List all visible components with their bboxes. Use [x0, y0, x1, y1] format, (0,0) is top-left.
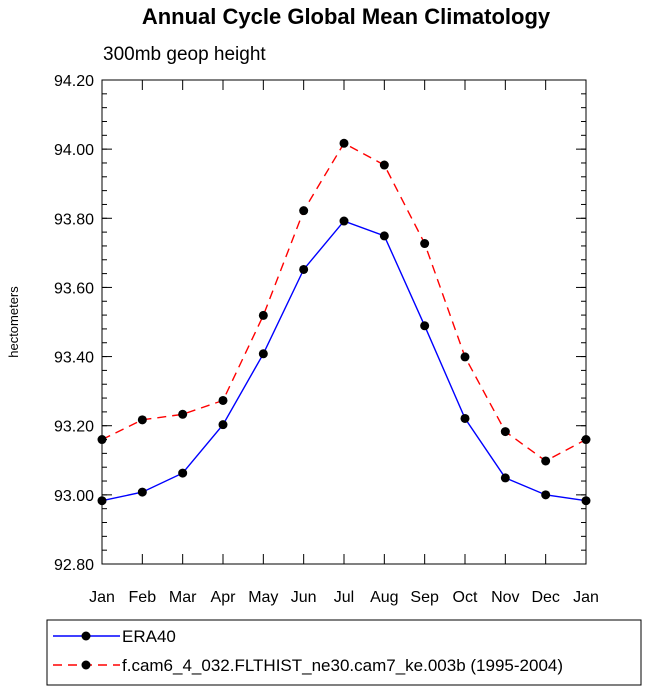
x-tick-label: Jul: [334, 589, 354, 606]
y-tick-label: 93.80: [54, 211, 94, 228]
data-point-series-2: [299, 206, 309, 216]
chart-subtitle: 300mb geop height: [103, 44, 266, 65]
x-tick-label: May: [248, 589, 278, 606]
data-point-series-2: [178, 409, 188, 419]
x-tick-label: Nov: [491, 589, 519, 606]
y-tick-label: 94.00: [54, 142, 94, 159]
y-axis-label: hectometers: [6, 286, 21, 358]
legend-label-2: f.cam6_4_032.FLTHIST_ne30.cam7_ke.003b (…: [122, 656, 563, 675]
x-tick-label: Feb: [129, 589, 157, 606]
x-tick-label: Mar: [169, 589, 197, 606]
x-tick-label: Jan: [573, 589, 599, 606]
legend-label-1: ERA40: [122, 627, 176, 646]
legend-marker-2: [81, 660, 91, 670]
data-point-series-2: [218, 395, 228, 405]
y-tick-label: 93.60: [54, 280, 94, 297]
x-tick-label: Oct: [453, 589, 478, 606]
legend: ERA40 f.cam6_4_032.FLTHIST_ne30.cam7_ke.0…: [46, 619, 642, 686]
series-line-2: [101, 142, 587, 462]
y-tick-label: 93.20: [54, 419, 94, 436]
y-tick-label: 92.80: [54, 557, 94, 574]
data-point-series-1: [420, 321, 430, 331]
data-point-series-1: [460, 413, 470, 423]
plot-frame: [101, 79, 587, 565]
data-point-series-2: [420, 239, 430, 249]
chart-title: Annual Cycle Global Mean Climatology: [142, 4, 551, 29]
data-point-series-1: [178, 468, 188, 478]
y-tick-label: 94.20: [54, 73, 94, 90]
data-point-series-2: [460, 352, 470, 362]
data-point-series-1: [500, 473, 510, 483]
data-point-series-1: [299, 264, 309, 274]
data-point-series-2: [541, 456, 551, 466]
legend-box: [46, 619, 642, 686]
data-point-series-1: [339, 216, 349, 226]
data-point-series-1: [258, 349, 268, 359]
data-point-series-2: [258, 310, 268, 320]
x-tick-label: Sep: [410, 589, 439, 606]
data-point-series-2: [379, 160, 389, 170]
x-tick-label: Aug: [370, 589, 398, 606]
x-tick-label: Jun: [291, 589, 317, 606]
data-point-series-2: [339, 138, 349, 148]
axis-ticks: 92.80 93.00 93.20 93.40 93.60 93.80 94.00 94.20…: [54, 73, 599, 606]
data-point-series-1: [218, 420, 228, 430]
data-point-series-1: [541, 490, 551, 500]
y-tick-label: 93.00: [54, 488, 94, 505]
series-layer: [97, 138, 591, 506]
x-tick-label: Jan: [89, 589, 115, 606]
data-point-series-2: [500, 427, 510, 437]
data-point-series-1: [137, 487, 147, 497]
data-point-series-1: [379, 231, 389, 241]
series-line-1: [101, 220, 587, 502]
x-tick-label: Dec: [531, 589, 559, 606]
y-tick-label: 93.40: [54, 350, 94, 367]
data-point-series-2: [137, 415, 147, 425]
legend-marker-1: [81, 631, 91, 641]
x-tick-label: Apr: [211, 589, 237, 606]
